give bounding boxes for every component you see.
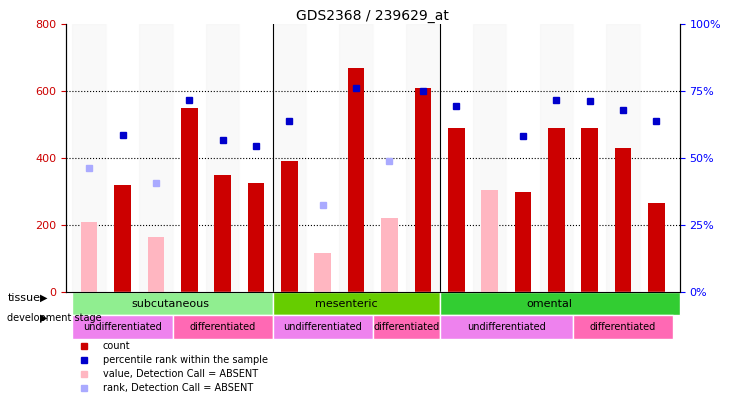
FancyBboxPatch shape <box>173 315 273 339</box>
Bar <box>373 24 406 292</box>
Bar <box>314 254 331 292</box>
Text: differentiated: differentiated <box>590 322 656 332</box>
Text: count: count <box>102 341 130 351</box>
Text: mesenteric: mesenteric <box>315 298 377 309</box>
Bar <box>381 218 398 292</box>
Bar <box>181 108 197 292</box>
Bar <box>139 24 173 292</box>
Text: undifferentiated: undifferentiated <box>284 322 362 332</box>
Bar <box>539 24 573 292</box>
Text: value, Detection Call = ABSENT: value, Detection Call = ABSENT <box>102 369 258 379</box>
Bar <box>273 24 306 292</box>
Bar <box>573 24 607 292</box>
Bar <box>81 222 97 292</box>
Bar <box>548 128 565 292</box>
FancyBboxPatch shape <box>373 315 439 339</box>
Text: undifferentiated: undifferentiated <box>467 322 545 332</box>
Bar <box>481 190 498 292</box>
Text: undifferentiated: undifferentiated <box>83 322 162 332</box>
Bar <box>206 24 239 292</box>
Text: percentile rank within the sample: percentile rank within the sample <box>102 355 268 365</box>
Bar <box>607 24 640 292</box>
Text: omental: omental <box>526 298 572 309</box>
Bar <box>281 162 298 292</box>
Bar <box>148 237 164 292</box>
FancyBboxPatch shape <box>72 315 173 339</box>
Bar <box>640 24 673 292</box>
Bar <box>615 148 632 292</box>
Bar <box>239 24 273 292</box>
Bar <box>439 24 473 292</box>
Bar <box>406 24 439 292</box>
Text: development stage: development stage <box>7 313 102 323</box>
Text: subcutaneous: subcutaneous <box>132 298 210 309</box>
Bar <box>173 24 206 292</box>
Text: ▶: ▶ <box>40 313 48 323</box>
Bar <box>214 175 231 292</box>
Bar <box>648 203 664 292</box>
Bar <box>414 88 431 292</box>
FancyBboxPatch shape <box>439 315 573 339</box>
Text: rank, Detection Call = ABSENT: rank, Detection Call = ABSENT <box>102 383 253 393</box>
Text: ▶: ▶ <box>40 293 48 303</box>
FancyBboxPatch shape <box>273 315 373 339</box>
Bar <box>306 24 339 292</box>
Text: differentiated: differentiated <box>373 322 439 332</box>
Bar <box>448 128 465 292</box>
Bar <box>339 24 373 292</box>
Bar <box>348 68 365 292</box>
Bar <box>515 192 531 292</box>
Title: GDS2368 / 239629_at: GDS2368 / 239629_at <box>296 9 450 23</box>
Bar <box>473 24 507 292</box>
Bar <box>72 24 106 292</box>
Bar <box>106 24 139 292</box>
FancyBboxPatch shape <box>439 292 680 315</box>
Bar <box>507 24 539 292</box>
FancyBboxPatch shape <box>273 292 439 315</box>
Bar <box>581 128 598 292</box>
FancyBboxPatch shape <box>573 315 673 339</box>
FancyBboxPatch shape <box>72 292 273 315</box>
Bar <box>248 183 265 292</box>
Text: tissue: tissue <box>7 293 40 303</box>
Text: differentiated: differentiated <box>189 322 256 332</box>
Bar <box>114 185 131 292</box>
